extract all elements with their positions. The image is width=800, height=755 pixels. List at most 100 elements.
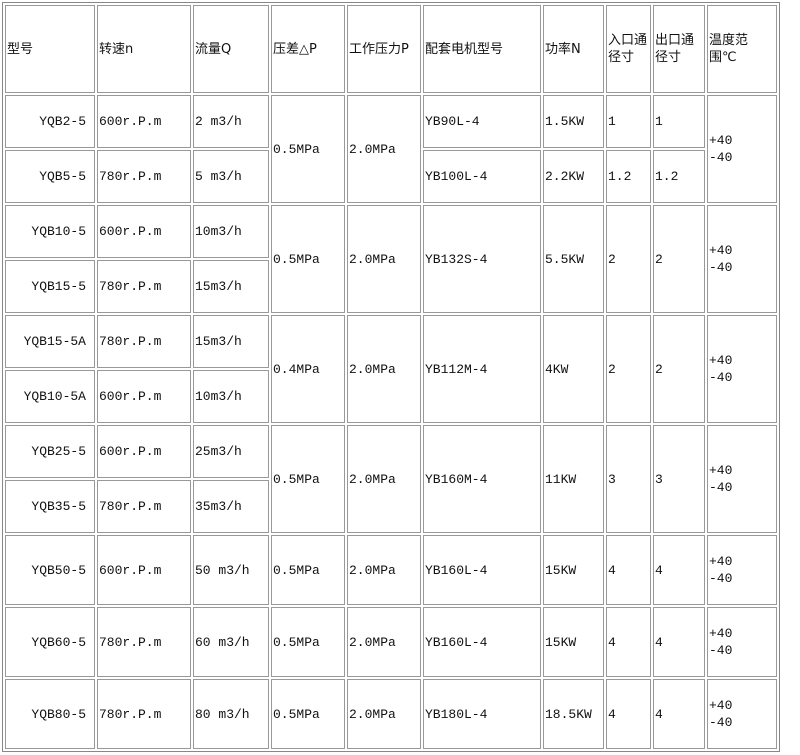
inlet-cell: 2	[606, 315, 651, 423]
model-cell: YQB80-5	[5, 679, 95, 749]
speed-cell: 780r.P.m	[97, 607, 191, 677]
flow-cell: 60 m3/h	[193, 607, 269, 677]
work-pressure-cell: 2.0MPa	[347, 205, 421, 313]
flow-cell: 10m3/h	[193, 205, 269, 258]
header-row: 型号 转速n 流量Q 压差△P 工作压力P 配套电机型号 功率N 入口通径寸 出…	[5, 5, 777, 93]
temp-value: -40	[709, 480, 733, 495]
table-row: YQB10-5 600r.P.m 10m3/h 0.5MPa 2.0MPa YB132S-…	[5, 205, 777, 313]
inlet-cell: 4	[606, 607, 651, 677]
header-speed: 转速n	[97, 5, 191, 93]
power-cell: 1.5KW	[543, 95, 604, 148]
motor-cell: YB160L-4	[423, 607, 541, 677]
table-row: YQB15-5 780r.P.m 15m3/h	[5, 260, 777, 313]
power-cell: 5.5KW	[543, 205, 604, 313]
outlet-cell: 3	[653, 425, 705, 533]
model-cell: YQB10-5A	[5, 370, 95, 423]
outlet-cell: 4	[653, 679, 705, 749]
motor-cell: YB90L-4	[423, 95, 541, 148]
inlet-cell: 1.2	[606, 150, 651, 203]
pressure-diff-cell: 0.4MPa	[271, 315, 345, 423]
temp-range-cell: +40 -40	[707, 95, 777, 203]
pressure-diff-cell: 0.5MPa	[271, 95, 345, 203]
model-cell: YQB15-5A	[5, 315, 95, 368]
flow-cell: 50 m3/h	[193, 535, 269, 605]
power-cell: 15KW	[543, 535, 604, 605]
pressure-diff-cell: 0.5MPa	[271, 205, 345, 313]
inlet-cell: 2	[606, 205, 651, 313]
speed-cell: 600r.P.m	[97, 95, 191, 148]
work-pressure-cell: 2.0MPa	[347, 425, 421, 533]
speed-cell: 600r.P.m	[97, 370, 191, 423]
pressure-diff-cell: 0.5MPa	[271, 425, 345, 533]
header-motor: 配套电机型号	[423, 5, 541, 93]
header-flow: 流量Q	[193, 5, 269, 93]
motor-cell: YB160M-4	[423, 425, 541, 533]
speed-cell: 780r.P.m	[97, 150, 191, 203]
flow-cell: 15m3/h	[193, 260, 269, 313]
header-pressure-diff: 压差△P	[271, 5, 345, 93]
inlet-cell: 3	[606, 425, 651, 533]
outlet-cell: 4	[653, 607, 705, 677]
temp-value: -40	[709, 571, 733, 586]
temp-value: -40	[709, 370, 733, 385]
temp-range-cell: +40 -40	[707, 679, 777, 749]
header-work-pressure: 工作压力P	[347, 5, 421, 93]
temp-value: -40	[709, 643, 733, 658]
table-row: YQB80-5 780r.P.m 80 m3/h 0.5MPa 2.0MPa YB180L…	[5, 679, 777, 749]
header-inlet: 入口通径寸	[606, 5, 651, 93]
flow-cell: 35m3/h	[193, 480, 269, 533]
temp-value: +40	[709, 243, 733, 258]
work-pressure-cell: 2.0MPa	[347, 679, 421, 749]
motor-cell: YB180L-4	[423, 679, 541, 749]
outlet-cell: 2	[653, 205, 705, 313]
table-row: YQB25-5 600r.P.m 25m3/h 0.5MPa 2.0MPa YB160M-…	[5, 425, 777, 533]
model-cell: YQB2-5	[5, 95, 95, 148]
motor-cell: YB112M-4	[423, 315, 541, 423]
outlet-cell: 4	[653, 535, 705, 605]
speed-cell: 780r.P.m	[97, 480, 191, 533]
inlet-cell: 1	[606, 95, 651, 148]
flow-cell: 15m3/h	[193, 315, 269, 368]
temp-value: +40	[709, 554, 733, 569]
flow-cell: 10m3/h	[193, 370, 269, 423]
outlet-cell: 1.2	[653, 150, 705, 203]
table-row: YQB10-5A 600r.P.m 10m3/h	[5, 370, 777, 423]
model-cell: YQB35-5	[5, 480, 95, 533]
temp-value: -40	[709, 150, 733, 165]
flow-cell: 2 m3/h	[193, 95, 269, 148]
header-model: 型号	[5, 5, 95, 93]
flow-cell: 25m3/h	[193, 425, 269, 478]
table-row: YQB15-5A 780r.P.m 15m3/h 0.4MPa 2.0MPa YB112M…	[5, 315, 777, 423]
temp-range-cell: +40 -40	[707, 205, 777, 313]
outlet-cell: 2	[653, 315, 705, 423]
pump-spec-table: 型号 转速n 流量Q 压差△P 工作压力P 配套电机型号 功率N 入口通径寸 出…	[2, 2, 780, 752]
speed-cell: 600r.P.m	[97, 535, 191, 605]
table-row: YQB2-5 600r.P.m 2 m3/h 0.5MPa 2.0MPa YB90L-4 1…	[5, 95, 777, 203]
table-row: YQB35-5 780r.P.m 35m3/h	[5, 480, 777, 533]
speed-cell: 780r.P.m	[97, 260, 191, 313]
power-cell: 15KW	[543, 607, 604, 677]
work-pressure-cell: 2.0MPa	[347, 535, 421, 605]
work-pressure-cell: 2.0MPa	[347, 607, 421, 677]
speed-cell: 780r.P.m	[97, 679, 191, 749]
speed-cell: 780r.P.m	[97, 315, 191, 368]
inlet-cell: 4	[606, 679, 651, 749]
header-power: 功率N	[543, 5, 604, 93]
table-row: YQB60-5 780r.P.m 60 m3/h 0.5MPa 2.0MPa YB160L…	[5, 607, 777, 677]
temp-range-cell: +40 -40	[707, 535, 777, 605]
model-cell: YQB5-5	[5, 150, 95, 203]
motor-cell: YB100L-4	[423, 150, 541, 203]
work-pressure-cell: 2.0MPa	[347, 95, 421, 203]
temp-value: -40	[709, 260, 733, 275]
outlet-cell: 1	[653, 95, 705, 148]
power-cell: 4KW	[543, 315, 604, 423]
model-cell: YQB60-5	[5, 607, 95, 677]
table-row: YQB5-5 780r.P.m 5 m3/h YB100L-4 2.2KW 1.2 1.2	[5, 150, 777, 203]
temp-value: +40	[709, 463, 733, 478]
temp-range-cell: +40 -40	[707, 425, 777, 533]
pressure-diff-cell: 0.5MPa	[271, 679, 345, 749]
temp-value: +40	[709, 698, 733, 713]
model-cell: YQB10-5	[5, 205, 95, 258]
temp-value: +40	[709, 626, 733, 641]
speed-cell: 600r.P.m	[97, 425, 191, 478]
